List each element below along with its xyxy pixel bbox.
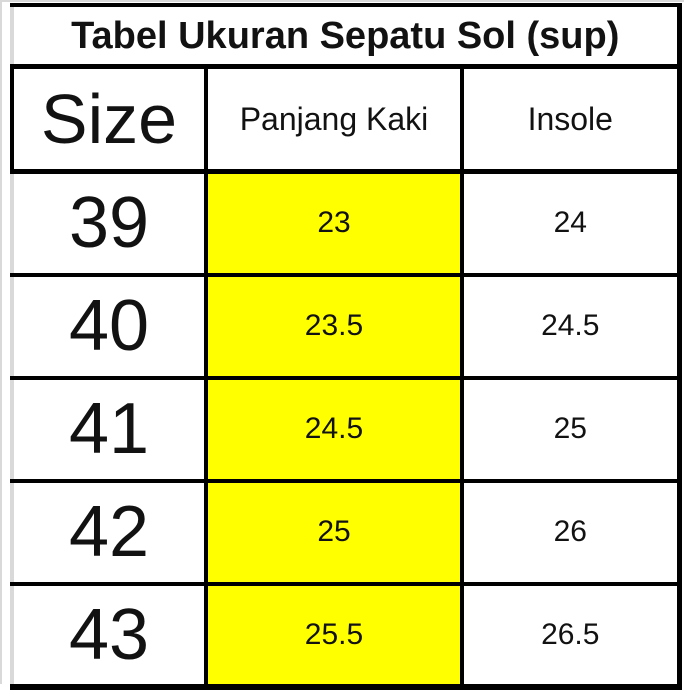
table-row: 40 23.5 24.5 [10,272,682,380]
insole-value: 25 [459,375,682,483]
panjang-kaki-value: 24.5 [204,375,464,483]
panjang-kaki-value: 23.5 [204,272,464,380]
table-header-row: Size Panjang Kaki Insole [10,64,682,174]
size-value: 43 [10,581,208,690]
size-value: 41 [10,375,208,483]
table-row: 42 25 26 [10,478,682,586]
panjang-kaki-value: 25.5 [204,581,464,690]
table-title: Tabel Ukuran Sepatu Sol (sup) [9,3,682,69]
insole-value: 26.5 [459,581,682,690]
column-header-insole: Insole [459,64,682,174]
size-value: 40 [10,272,208,380]
insole-value: 24.5 [459,272,682,380]
insole-value: 24 [459,169,682,277]
size-chart-table: Tabel Ukuran Sepatu Sol (sup) Size Panja… [9,3,682,690]
size-value: 39 [10,169,208,277]
column-header-panjang-kaki: Panjang Kaki [204,64,464,174]
column-header-size: Size [10,64,208,174]
insole-value: 26 [459,478,682,586]
panjang-kaki-value: 23 [204,169,464,277]
size-value: 42 [10,478,208,586]
panjang-kaki-value: 25 [204,478,464,586]
table-row: 43 25.5 26.5 [10,581,682,690]
table-row: 39 23 24 [10,169,682,277]
table-row: 41 24.5 25 [10,375,682,483]
table-title-row: Tabel Ukuran Sepatu Sol (sup) [9,3,682,69]
